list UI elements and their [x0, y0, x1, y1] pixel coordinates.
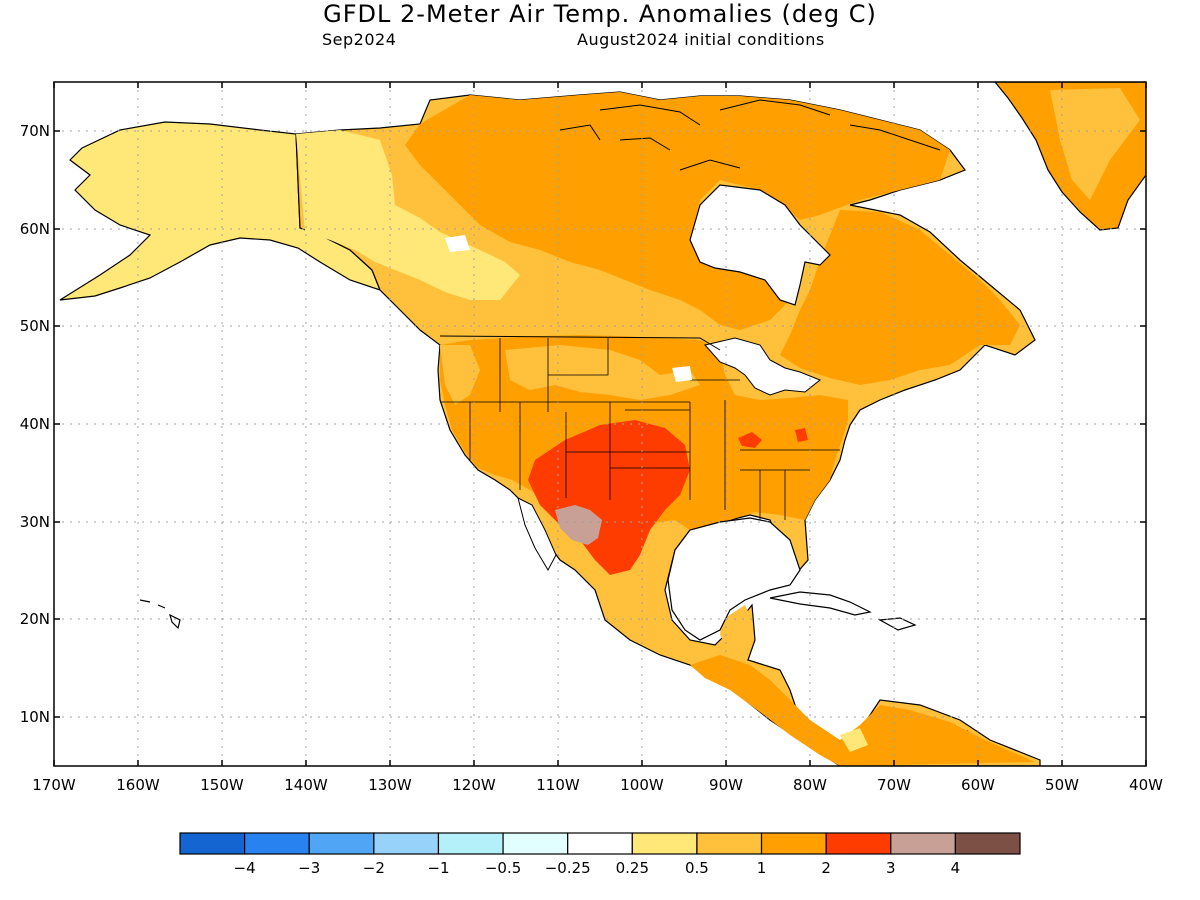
lon-label: 160W	[116, 776, 160, 794]
color-legend: −4 −3 −2 −1 −0.5 −0.25 0.25 0.5 1 2 3 4	[179, 832, 1021, 877]
lon-label: 130W	[368, 776, 412, 794]
legend-swatch	[567, 832, 633, 855]
legend-label: −0.25	[545, 859, 591, 877]
legend-swatch	[437, 832, 504, 855]
legend-swatch	[373, 832, 440, 855]
us-canada-border	[439, 335, 721, 351]
legend-label: 4	[951, 859, 961, 877]
lon-label: 70W	[877, 776, 911, 794]
hawaii	[139, 599, 181, 630]
legend-swatch	[631, 832, 698, 855]
lon-label: 60W	[961, 776, 995, 794]
colombia-pale	[840, 728, 868, 752]
initial-conditions: August2024 initial conditions	[577, 30, 825, 49]
us-midwest-light	[505, 345, 700, 400]
lat-label: 70N	[20, 122, 50, 140]
eastern-canada-orange	[780, 210, 1020, 385]
central-canada-orange	[405, 92, 950, 330]
montana-white-spot	[672, 366, 692, 382]
latitude-axis: 70N 60N 50N 40N 30N 20N 10N	[20, 122, 1146, 726]
mexico-light	[610, 585, 645, 612]
lat-label: 50N	[20, 317, 50, 335]
hudson-bay	[689, 184, 831, 306]
legend-label: −3	[298, 859, 320, 877]
cuba	[769, 591, 872, 616]
lon-label: 150W	[200, 776, 244, 794]
prairie-white-spot	[445, 235, 470, 252]
lon-label: 140W	[284, 776, 328, 794]
virginia-red	[795, 428, 808, 442]
lon-label: 100W	[620, 776, 664, 794]
yucatan-light	[720, 605, 752, 648]
great-lakes	[704, 337, 821, 396]
legend-label: 3	[886, 859, 896, 877]
lat-label: 30N	[20, 513, 50, 531]
legend-swatch	[502, 832, 569, 855]
lon-label: 120W	[452, 776, 496, 794]
western-canada-pale	[296, 130, 520, 300]
lon-label: 170W	[32, 776, 76, 794]
legend-label: −2	[363, 859, 385, 877]
legend-label: 0.25	[616, 859, 649, 877]
arctic-islands	[559, 99, 941, 171]
lon-label: 90W	[709, 776, 743, 794]
graticule	[54, 82, 1146, 766]
legend-swatch	[825, 832, 892, 855]
chihuahua-brown	[555, 505, 602, 545]
central-america-orange	[690, 655, 1035, 766]
lat-label: 40N	[20, 415, 50, 433]
us-pacific-light	[440, 345, 480, 405]
us-state-lines	[440, 338, 840, 520]
forecast-month: Sep2024	[322, 30, 397, 49]
legend-label: 2	[821, 859, 831, 877]
legend-swatch	[244, 832, 310, 855]
legend-label: −0.5	[485, 859, 521, 877]
map-title: GFDL 2-Meter Air Temp. Anomalies (deg C)	[323, 0, 877, 28]
legend-swatch	[696, 832, 763, 855]
legend-swatch	[954, 832, 1021, 855]
gulf-of-mexico	[667, 517, 801, 641]
hispaniola	[878, 617, 917, 631]
lon-label: 40W	[1129, 776, 1163, 794]
legend-swatch	[760, 832, 827, 855]
kentucky-red	[738, 432, 762, 448]
legend-label: 1	[757, 859, 767, 877]
lat-label: 20N	[20, 610, 50, 628]
legend-label: −1	[427, 859, 449, 877]
legend-label: −4	[234, 859, 256, 877]
lon-label: 80W	[793, 776, 827, 794]
gulf-of-california	[517, 497, 557, 572]
longitude-axis: 170W 160W 150W 140W 130W 120W 110W 100W 90W 80W 70…	[32, 82, 1163, 794]
lat-label: 60N	[20, 220, 50, 238]
southwest-red	[528, 420, 690, 575]
lon-label: 110W	[536, 776, 580, 794]
legend-swatch	[179, 832, 246, 855]
lat-label: 10N	[20, 708, 50, 726]
legend-swatch	[890, 832, 956, 855]
greenland-light-area	[1050, 88, 1140, 200]
legend-swatch	[308, 832, 375, 855]
lon-label: 50W	[1045, 776, 1079, 794]
legend-label: 0.5	[685, 859, 709, 877]
